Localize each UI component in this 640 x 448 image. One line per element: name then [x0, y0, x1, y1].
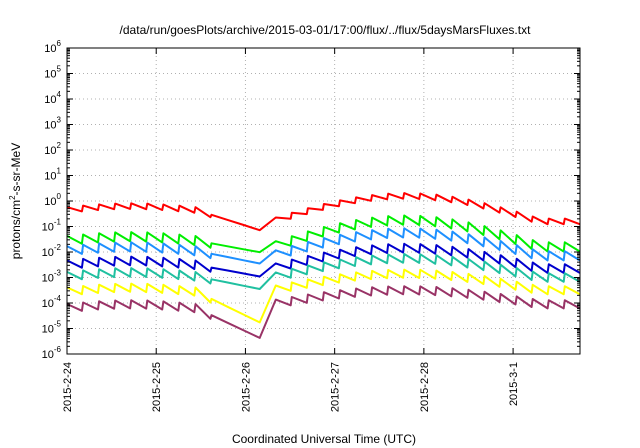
x-tick-label: 2015-2-24: [62, 362, 74, 412]
y-axis-label-base: protons/cm: [9, 200, 23, 259]
chart-title: /data/run/goesPlots/archive/2015-03-01/1…: [120, 23, 532, 37]
series-line: [66, 253, 581, 290]
series-line: [66, 227, 581, 265]
y-axis-label-rest: -s-sr-MeV: [9, 143, 23, 196]
x-tick-label: 2015-2-28: [419, 362, 431, 412]
y-tick-label: 100: [44, 192, 61, 208]
x-tick-label: 2015-2-27: [330, 362, 342, 412]
series-group: [66, 192, 581, 339]
x-tick-label: 2015-2-26: [240, 362, 252, 412]
x-tick-label: 2015-2-25: [151, 362, 163, 412]
series-line: [66, 192, 581, 232]
y-tick-label: 10-3: [42, 269, 62, 285]
y-tick-label: 10-2: [42, 243, 62, 259]
y-tick-label: 102: [44, 141, 61, 157]
y-axis-label: protons/cm2-s-sr-MeV: [8, 143, 23, 259]
y-tick-label: 106: [44, 39, 61, 55]
y-tick-label: 10-4: [42, 294, 62, 310]
y-tick-label: 105: [44, 65, 61, 81]
y-axis-ticks: 10-6 10-5 10-4 10-3 10-2 10-1 100 101 102 103 104 1…: [42, 39, 580, 361]
x-tick-label: 2015-3-1: [508, 362, 520, 406]
y-tick-label: 101: [44, 167, 61, 183]
y-axis-label-sup: 2: [8, 195, 17, 200]
y-tick-label: 10-1: [42, 218, 62, 234]
x-axis-ticks: 2015-2-24 2015-2-25 2015-2-26 2015-2-27 2015…: [62, 48, 520, 412]
y-tick-label: 104: [44, 90, 61, 106]
series-line: [66, 285, 581, 339]
y-tick-label: 10-5: [42, 320, 62, 336]
series-line: [66, 214, 581, 254]
series-line: [66, 242, 581, 278]
x-axis-label: Coordinated Universal Time (UTC): [232, 432, 416, 446]
series-line: [66, 268, 581, 324]
y-tick-label: 103: [44, 116, 61, 132]
y-tick-label: 10-6: [42, 345, 62, 361]
